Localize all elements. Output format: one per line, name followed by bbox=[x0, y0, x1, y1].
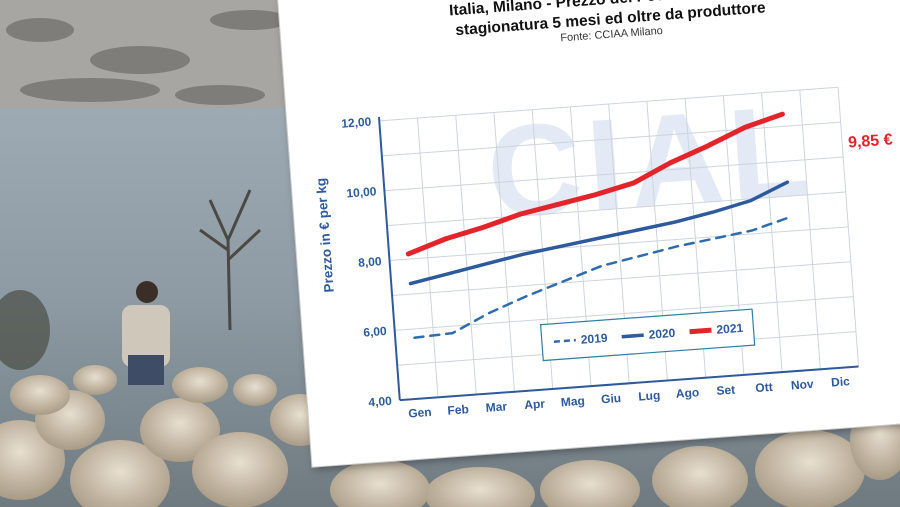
legend-swatch-2020 bbox=[621, 333, 644, 339]
grid-line-v bbox=[799, 89, 821, 370]
x-tick-label: Lug bbox=[638, 388, 661, 404]
sheep-flock bbox=[0, 365, 900, 507]
shepherd bbox=[122, 281, 170, 385]
x-axis-line bbox=[399, 365, 859, 402]
series-line-2020 bbox=[408, 180, 790, 286]
x-tick-label: Mar bbox=[485, 399, 508, 415]
y-tick-label: 4,00 bbox=[368, 394, 393, 410]
series-line-2019 bbox=[413, 215, 792, 339]
tree bbox=[199, 189, 262, 331]
line-chart: Italia, Milano - Prezzo del Pecorino Rom… bbox=[313, 0, 894, 421]
x-tick-label: Feb bbox=[447, 402, 469, 418]
grid-line-v bbox=[761, 92, 783, 373]
x-tick-label: Gen bbox=[408, 405, 432, 421]
x-tick-label: Dic bbox=[831, 374, 851, 389]
x-tick-label: Giu bbox=[601, 391, 622, 406]
chart-card: Italia, Milano - Prezzo del Pecorino Rom… bbox=[278, 0, 900, 467]
y-tick-label: 8,00 bbox=[358, 254, 383, 270]
grid-line-v bbox=[493, 112, 515, 392]
x-tick-label: Mag bbox=[560, 394, 585, 410]
y-tick-labels: 4,00 6,00 8,00 10,00 12,00 bbox=[341, 114, 393, 409]
legend-label: 2021 bbox=[716, 321, 744, 337]
legend-label: 2019 bbox=[580, 331, 608, 347]
legend-swatch-2019 bbox=[553, 338, 576, 343]
y-tick-label: 6,00 bbox=[363, 324, 388, 340]
legend-label: 2020 bbox=[648, 326, 676, 342]
series-lines bbox=[405, 111, 792, 339]
y-axis-label: Prezzo in € per kg bbox=[313, 177, 336, 293]
x-tick-labels: Gen Feb Mar Apr Mag Giu Lug Ago Set Ott Nov Dic bbox=[408, 374, 851, 420]
axes bbox=[377, 116, 859, 402]
legend: 2019 2020 2021 bbox=[539, 308, 756, 362]
x-tick-label: Apr bbox=[524, 397, 546, 413]
series-line-2021 bbox=[405, 111, 785, 257]
x-tick-label: Set bbox=[716, 383, 736, 398]
y-tick-label: 10,00 bbox=[346, 184, 377, 200]
legend-box bbox=[539, 308, 756, 362]
grid-line-v bbox=[417, 118, 439, 398]
grid-line-v bbox=[455, 115, 477, 395]
y-tick-label: 12,00 bbox=[341, 114, 372, 130]
rock-texture bbox=[6, 10, 290, 105]
x-tick-label: Nov bbox=[790, 377, 814, 393]
x-tick-label: Ott bbox=[755, 380, 773, 395]
legend-swatch-2021 bbox=[689, 327, 712, 335]
x-tick-label: Ago bbox=[675, 385, 699, 401]
end-value-label: 9,85 € bbox=[848, 131, 894, 151]
tree-left bbox=[0, 290, 50, 370]
y-axis-line bbox=[377, 116, 401, 401]
grid-line-v bbox=[837, 87, 860, 367]
